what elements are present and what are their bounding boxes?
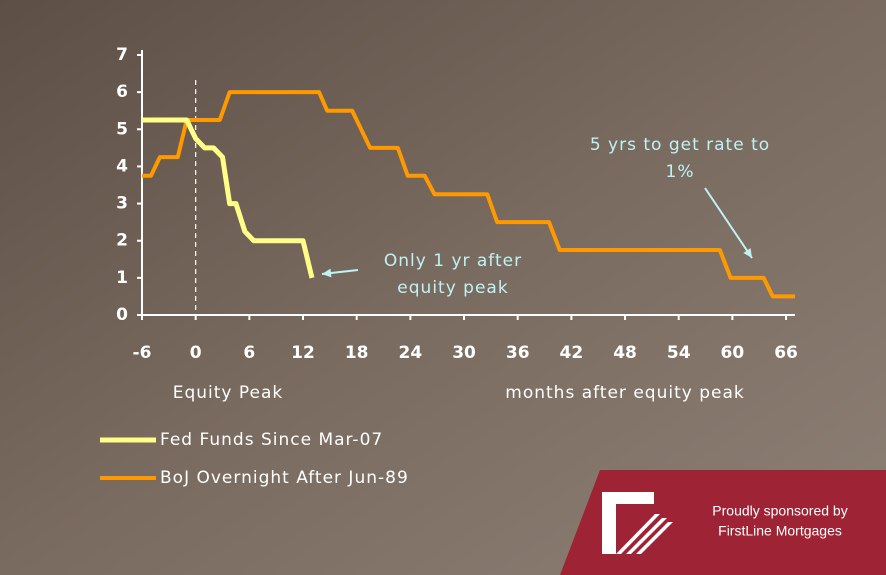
x-tick-label: 48 — [613, 343, 637, 363]
y-tick-label: 4 — [116, 156, 128, 176]
x-tick-label: 36 — [506, 343, 530, 363]
x-tick-label: 42 — [560, 343, 584, 363]
annotation: Only 1 yr after — [384, 251, 522, 271]
y-tick-label: 3 — [116, 194, 128, 214]
x-tick-label: 0 — [190, 343, 202, 363]
annotation: 1% — [666, 162, 695, 182]
x-axis-label: months after equity peak — [505, 383, 744, 403]
x-tick-label: 12 — [291, 343, 315, 363]
chart: Proudly sponsored by FirstLine Mortgages… — [0, 0, 886, 575]
legend-label: BoJ Overnight After Jun-89 — [160, 468, 409, 488]
x-tick-label: 54 — [667, 343, 691, 363]
annotation: equity peak — [397, 278, 508, 298]
x-tick-label: 6 — [243, 343, 255, 363]
y-tick-label: 6 — [116, 82, 128, 102]
x-tick-label: 24 — [399, 343, 423, 363]
y-tick-label: 5 — [116, 119, 128, 139]
sponsor-text: Proudly sponsored by — [712, 503, 847, 519]
y-tick-label: 0 — [116, 305, 128, 325]
x-tick-label: 60 — [721, 343, 745, 363]
x-tick-label: -6 — [133, 343, 152, 363]
y-tick-label: 7 — [116, 45, 128, 65]
y-tick-label: 1 — [116, 268, 128, 288]
x-tick-label: 18 — [345, 343, 369, 363]
legend-label: Fed Funds Since Mar-07 — [160, 430, 383, 450]
x-label-left: Equity Peak — [173, 383, 284, 403]
x-tick-label: 30 — [452, 343, 476, 363]
sponsor-text: FirstLine Mortgages — [718, 523, 842, 539]
x-tick-label: 66 — [774, 343, 798, 363]
annotation: 5 yrs to get rate to — [590, 135, 770, 155]
y-tick-label: 2 — [116, 231, 128, 251]
page: {"chart_data": {"type": "line", "series"… — [0, 0, 886, 575]
